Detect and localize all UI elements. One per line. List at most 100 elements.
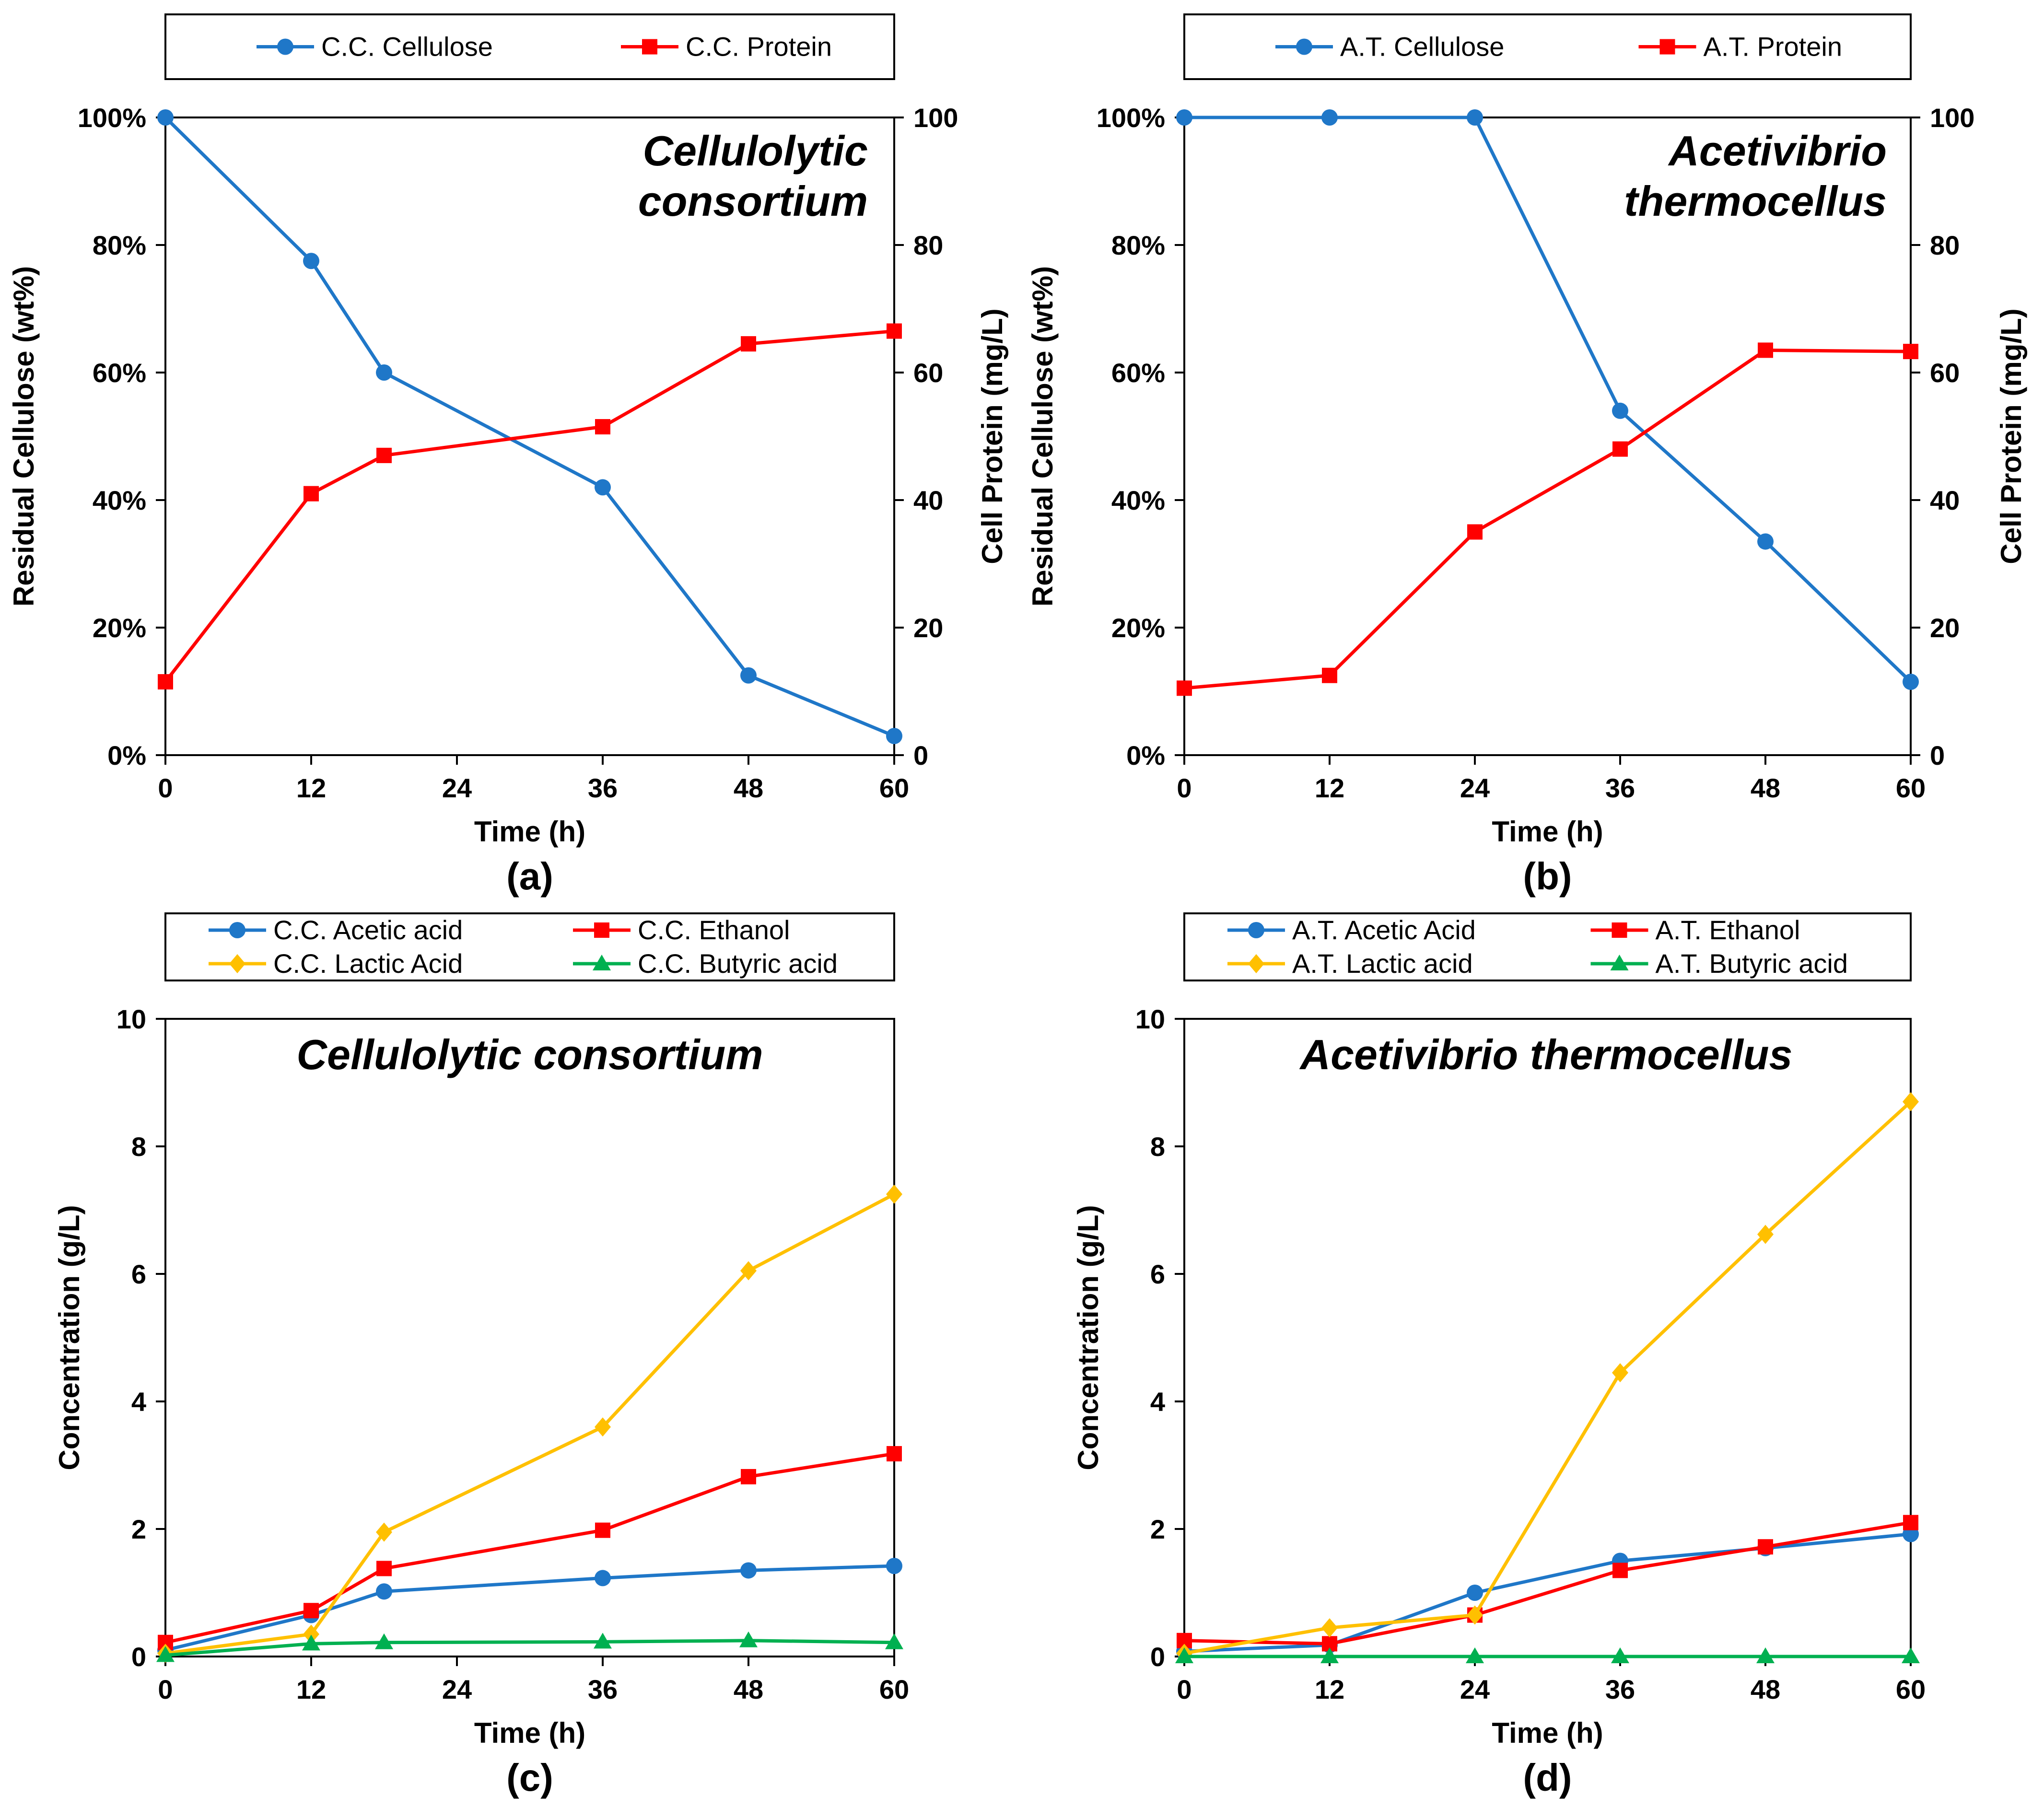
series-a-t-protein: [1177, 342, 1918, 696]
legend: C.C. Cellulose C.C. Protein: [164, 13, 895, 80]
series-line: [164, 116, 895, 738]
legend-label: C.C. Lactic Acid: [273, 948, 463, 979]
x-tick-label: 24: [442, 773, 472, 803]
y-tick-label: 4: [1150, 1387, 1165, 1417]
data-point: [1320, 1647, 1339, 1663]
data-point: [886, 1184, 902, 1204]
y2-tick-label: 80: [1930, 230, 1960, 260]
series-a-t-cellulose: [1176, 109, 1919, 690]
x-tick-label: 0: [1177, 773, 1191, 803]
y2-tick-label: 20: [1930, 613, 1960, 643]
data-point: [376, 1522, 392, 1542]
data-point: [1612, 402, 1628, 419]
legend-swatch-marker: [642, 39, 657, 55]
series-line: [164, 329, 895, 683]
x-tick-label: 48: [734, 1674, 763, 1704]
x-tick-label: 12: [296, 773, 326, 803]
y-axis-title: Concentration (g/L): [1072, 1205, 1104, 1470]
data-point: [1903, 344, 1918, 360]
data-point: [741, 1469, 756, 1484]
data-point: [1467, 524, 1483, 540]
y2-axis-title: Cell Protein (mg/L): [976, 308, 1008, 564]
data-point: [886, 1558, 902, 1575]
series-line: [1184, 1100, 1912, 1655]
panel-title: consortium: [638, 177, 868, 225]
data-point: [1757, 533, 1774, 550]
y-tick-label: 80%: [1111, 230, 1165, 260]
legend: A.T. Acetic Acid A.T. Ethanol A.T. Lactic …: [1183, 912, 1912, 981]
data-point: [887, 1446, 902, 1462]
data-point: [1175, 1647, 1193, 1663]
legend-label: C.C. Acetic acid: [273, 915, 463, 945]
legend-frame: [1183, 912, 1912, 981]
legend-entry: C.C. Acetic acid: [209, 915, 463, 945]
y2-tick-label: 100: [913, 103, 958, 133]
legend-label: A.T. Lactic acid: [1292, 948, 1473, 979]
x-tick-label: 24: [1460, 773, 1490, 803]
y-tick-label: 0%: [1126, 740, 1165, 770]
series-line: [165, 1192, 895, 1655]
legend-entry: A.T. Ethanol: [1590, 915, 1800, 945]
data-point: [1903, 1515, 1918, 1530]
legend-entry: C.C. Butyric acid: [573, 948, 838, 979]
legend-frame: [164, 912, 895, 981]
data-point: [1758, 1539, 1773, 1555]
legend-label: A.T. Ethanol: [1656, 915, 1800, 945]
y2-tick-label: 80: [913, 230, 943, 260]
x-tick-label: 48: [1751, 1674, 1780, 1704]
legend-entry: C.C. Cellulose: [257, 32, 493, 62]
plot-frame: [1183, 117, 1912, 756]
x-tick-label: 12: [296, 1674, 326, 1704]
data-point: [304, 1603, 319, 1619]
data-point: [1612, 441, 1628, 457]
y2-tick-label: 100: [1930, 103, 1974, 133]
data-point: [887, 323, 902, 339]
y2-tick-label: 20: [913, 613, 943, 643]
panel-title: thermocellus: [1624, 177, 1887, 225]
x-tick-label: 12: [1315, 1674, 1344, 1704]
y-tick-label: 40%: [93, 485, 146, 515]
legend-entry: A.T. Butyric acid: [1590, 948, 1848, 979]
y-tick-label: 40%: [1111, 485, 1165, 515]
series-c-c-protein: [158, 323, 902, 690]
legend-label: A.T. Acetic Acid: [1292, 915, 1476, 945]
legend-swatch-marker: [1612, 922, 1627, 938]
series-line: [1184, 348, 1911, 690]
data-point: [1903, 1092, 1919, 1111]
legend-label: C.C. Cellulose: [321, 32, 493, 62]
data-point: [158, 674, 173, 690]
data-point: [376, 364, 392, 381]
data-point: [741, 336, 756, 352]
x-tick-label: 36: [588, 1674, 618, 1704]
legend-entry: A.T. Lactic acid: [1227, 948, 1473, 979]
legend-label: A.T. Butyric acid: [1656, 948, 1848, 979]
y-tick-label: 20%: [93, 613, 146, 643]
data-point: [1467, 1605, 1483, 1625]
data-point: [1611, 1647, 1629, 1663]
data-point: [1322, 667, 1337, 683]
legend-swatch-marker: [1248, 954, 1264, 973]
x-tick-label: 60: [1896, 773, 1926, 803]
legend-label: A.T. Cellulose: [1340, 32, 1504, 62]
x-tick-label: 60: [879, 1674, 909, 1704]
legend-entry: A.T. Protein: [1638, 32, 1842, 62]
series-line: [1184, 116, 1912, 683]
y-tick-label: 2: [131, 1514, 146, 1544]
panel-label: (a): [506, 855, 553, 898]
panel-label: (b): [1523, 855, 1572, 898]
y2-tick-label: 40: [1930, 485, 1960, 515]
y-tick-label: 60%: [1111, 358, 1165, 388]
data-point: [1902, 1647, 1920, 1663]
series-c-c-cellulose: [157, 109, 902, 745]
plot-frame: [1183, 1018, 1912, 1657]
data-point: [303, 1624, 319, 1644]
series-c-c-ethanol: [158, 1446, 902, 1650]
data-point: [375, 1633, 393, 1649]
y-tick-label: 8: [1150, 1132, 1165, 1162]
series-a-t-ethanol: [1177, 1515, 1918, 1652]
y-tick-label: 0%: [107, 740, 146, 770]
y-tick-label: 60%: [93, 358, 146, 388]
data-point: [1612, 1363, 1628, 1383]
